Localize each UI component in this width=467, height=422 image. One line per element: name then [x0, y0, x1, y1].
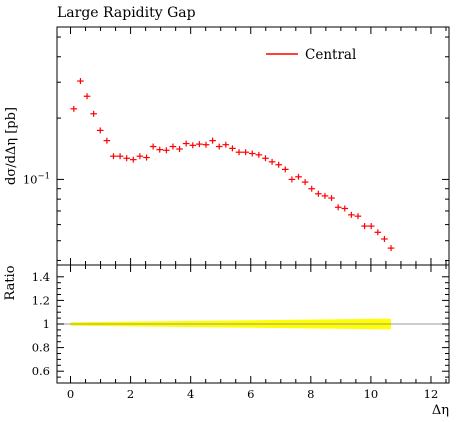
main-plot-panel: 10−1 Central dσ/dΔη [pb] — [4, 26, 450, 266]
data-point — [235, 149, 243, 156]
legend: Central — [266, 47, 356, 63]
data-point — [90, 110, 97, 117]
ratio-y-tick-label: 0.8 — [32, 341, 50, 355]
data-point — [116, 153, 124, 160]
data-point — [367, 223, 375, 230]
x-tick-label: 0 — [67, 387, 74, 401]
data-point — [242, 149, 249, 156]
data-point — [77, 78, 84, 85]
data-point — [275, 161, 282, 168]
x-tick-label: 8 — [307, 387, 314, 401]
ratio-y-tick-label: 1 — [43, 317, 50, 331]
data-point — [295, 173, 302, 180]
data-point — [215, 143, 223, 150]
ratio-y-tick-label: 1.2 — [32, 293, 50, 307]
data-point — [123, 155, 130, 162]
data-point — [129, 156, 137, 163]
data-point — [222, 141, 230, 148]
data-point — [209, 137, 216, 144]
data-point — [229, 145, 236, 152]
data-point — [96, 127, 104, 134]
data-points — [70, 78, 395, 252]
data-point — [308, 185, 316, 192]
data-point — [381, 235, 388, 242]
x-tick-label: 6 — [247, 387, 254, 401]
data-point — [301, 179, 309, 186]
main-y-ticks: 10−1 — [23, 171, 50, 186]
data-point — [334, 204, 342, 211]
y-axis-label: dσ/dΔη [pb] — [4, 107, 19, 185]
ratio-y-tick-label: 1.4 — [32, 270, 50, 284]
data-point — [341, 205, 349, 212]
data-point — [348, 211, 355, 218]
data-point — [374, 229, 382, 236]
data-point — [70, 105, 78, 112]
data-point — [143, 154, 150, 161]
data-point — [189, 142, 197, 149]
data-point — [248, 150, 256, 157]
data-point — [268, 158, 276, 165]
data-point — [182, 140, 190, 147]
main-minor-ticks — [57, 36, 449, 261]
ratio-y-ticks: 0.6 0.8 1 1.2 1.4 — [32, 270, 449, 378]
data-point — [262, 155, 269, 162]
data-point — [196, 141, 203, 148]
data-point — [136, 153, 144, 160]
data-point — [110, 153, 117, 160]
main-plot-frame — [56, 26, 450, 266]
data-point — [321, 192, 329, 199]
x-tick-label: 4 — [187, 387, 194, 401]
data-point — [328, 195, 335, 202]
data-point — [103, 137, 111, 144]
legend-label-central: Central — [305, 47, 356, 63]
data-point — [83, 93, 91, 100]
data-point — [156, 146, 164, 153]
x-tick-label: 12 — [424, 387, 439, 401]
ratio-x-ticks: 0 2 4 6 8 10 12 — [67, 265, 447, 401]
ratio-plot-panel: 0.6 0.8 1 1.2 1.4 0 2 4 6 8 10 12 Ratio Δη — [3, 264, 450, 418]
x-tick-label: 2 — [127, 387, 134, 401]
data-point — [163, 147, 170, 154]
data-point — [149, 143, 157, 150]
main-x-ticks — [70, 27, 447, 265]
x-tick-label: 10 — [364, 387, 379, 401]
data-point — [255, 151, 263, 158]
data-point — [361, 223, 368, 230]
ratio-y-tick-label: 0.6 — [32, 364, 50, 378]
data-point — [169, 143, 177, 150]
data-point — [176, 146, 183, 153]
data-point — [288, 176, 296, 183]
main-y-tick-label: 10−1 — [23, 171, 50, 186]
data-point — [387, 245, 395, 252]
data-point — [281, 166, 289, 173]
chart-title: Large Rapidity Gap — [57, 5, 196, 21]
data-point — [315, 190, 322, 197]
data-point — [354, 213, 362, 220]
data-point — [202, 141, 210, 148]
x-axis-label: Δη — [432, 403, 449, 418]
ratio-axis-label: Ratio — [3, 265, 18, 300]
